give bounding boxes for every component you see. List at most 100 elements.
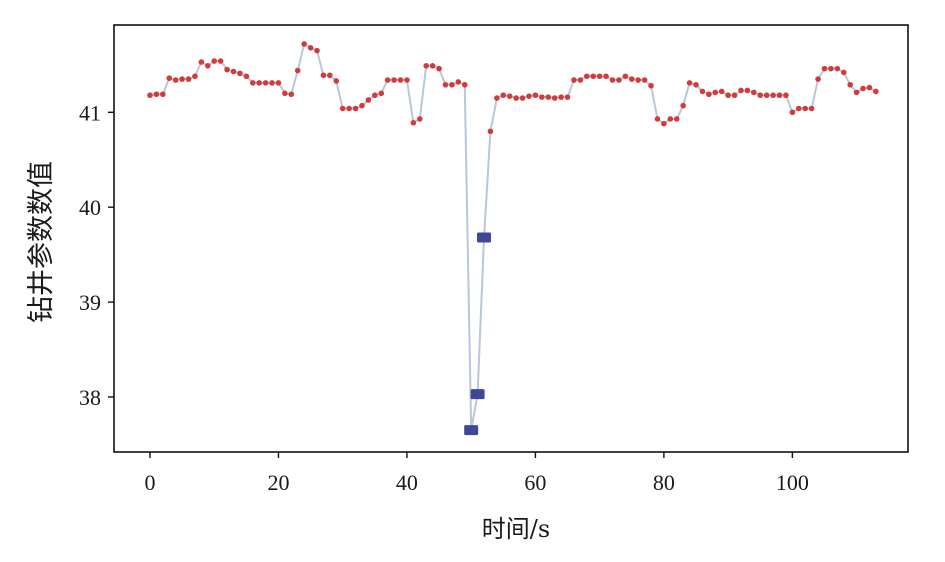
data-point	[718, 88, 725, 95]
data-point	[423, 63, 430, 69]
y-axis-label: 钻井参数数值	[26, 161, 57, 323]
data-point	[571, 77, 577, 83]
data-point	[288, 91, 295, 98]
data-point	[712, 89, 719, 96]
data-point	[815, 76, 821, 82]
data-point	[866, 84, 873, 91]
data-point	[506, 93, 513, 99]
data-point	[667, 116, 674, 122]
data-point	[789, 109, 796, 116]
data-point	[648, 82, 654, 89]
data-point	[256, 80, 262, 86]
data-point	[359, 102, 365, 109]
y-tick-label: 40	[79, 195, 101, 220]
data-point	[243, 73, 250, 80]
data-point	[860, 85, 866, 92]
data-point	[564, 94, 571, 100]
data-point	[834, 65, 841, 72]
data-point	[680, 102, 686, 109]
y-tick-label: 38	[79, 385, 101, 410]
y-axis: 38 39 40 41	[79, 100, 114, 410]
data-point	[204, 63, 211, 69]
data-point	[513, 95, 519, 101]
data-point	[487, 128, 494, 135]
data-point	[628, 76, 635, 82]
data-point	[185, 76, 192, 82]
anomaly-point	[464, 425, 479, 436]
data-point	[172, 77, 179, 83]
data-point	[616, 77, 622, 83]
data-point	[500, 92, 507, 99]
data-point	[584, 73, 590, 80]
data-point	[410, 119, 417, 126]
data-point	[275, 80, 282, 86]
data-point	[699, 88, 706, 95]
data-point	[494, 95, 500, 101]
data-point	[545, 94, 552, 100]
data-point	[635, 77, 641, 83]
data-point	[590, 73, 597, 80]
data-point	[840, 69, 847, 76]
x-tick-label: 100	[776, 470, 809, 495]
x-axis: 0 20 40 60 80 100	[144, 452, 809, 495]
data-point	[693, 81, 699, 88]
data-point	[763, 92, 770, 99]
data-point	[654, 116, 661, 122]
data-point	[783, 92, 789, 99]
data-point	[429, 63, 436, 69]
data-point	[821, 65, 828, 72]
data-point	[596, 73, 603, 80]
data-point	[744, 87, 751, 94]
data-point	[192, 73, 198, 80]
data-point	[372, 92, 378, 99]
data-point	[333, 78, 340, 84]
x-tick-label: 0	[144, 470, 155, 495]
data-point	[262, 80, 269, 86]
data-point	[166, 75, 173, 81]
data-point	[339, 105, 346, 112]
data-point	[770, 92, 776, 99]
data-point	[249, 80, 256, 86]
data-point	[519, 95, 526, 101]
data-point	[307, 44, 314, 51]
anomaly-point	[477, 232, 492, 243]
data-point	[461, 81, 468, 88]
x-tick-label: 60	[524, 470, 546, 495]
y-tick-label: 39	[79, 290, 101, 315]
data-point-group	[147, 41, 879, 436]
data-point	[211, 58, 218, 64]
data-point	[731, 92, 738, 99]
data-point	[873, 88, 879, 95]
data-point	[795, 105, 802, 112]
data-point	[269, 80, 275, 86]
y-tick-label: 41	[79, 100, 101, 125]
data-point	[603, 73, 609, 80]
data-point	[577, 77, 584, 83]
anomaly-point	[470, 389, 485, 400]
data-point	[706, 91, 712, 98]
data-point	[532, 92, 539, 99]
data-point	[327, 72, 333, 79]
data-point	[828, 65, 834, 72]
data-point	[686, 80, 693, 86]
x-tick-label: 80	[653, 470, 675, 495]
data-point	[230, 68, 237, 75]
data-point	[751, 89, 757, 96]
data-point	[294, 67, 301, 74]
data-point	[738, 87, 744, 94]
data-point	[725, 92, 731, 99]
data-point	[217, 58, 224, 64]
data-point	[436, 65, 442, 72]
data-point	[404, 77, 410, 83]
data-point	[551, 95, 558, 101]
data-point	[442, 81, 449, 88]
data-point	[224, 66, 230, 73]
data-point	[365, 97, 372, 103]
data-point	[449, 81, 455, 88]
data-point	[160, 91, 166, 98]
data-point	[320, 72, 327, 79]
data-point	[802, 105, 809, 112]
data-point	[346, 105, 352, 112]
data-point	[352, 105, 359, 112]
data-point	[539, 94, 545, 100]
